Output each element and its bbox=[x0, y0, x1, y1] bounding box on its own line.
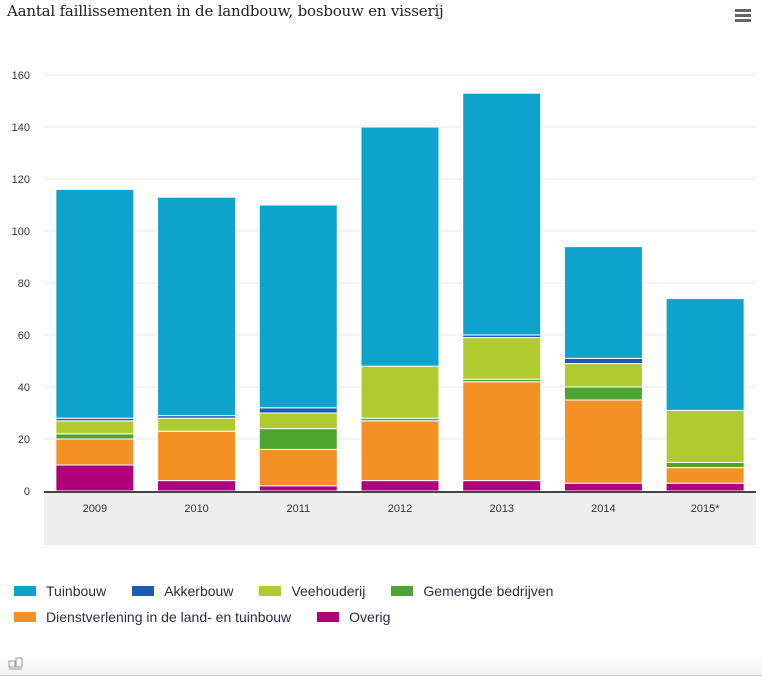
bar-segment-dienstverlening-in-de-land-en-tuinbouw[interactable] bbox=[462, 381, 542, 482]
legend-swatch bbox=[132, 586, 155, 596]
bar-segment-veehouderij[interactable] bbox=[55, 420, 135, 435]
bar-segment-tuinbouw[interactable] bbox=[462, 92, 542, 336]
x-tick-label: 2013 bbox=[489, 503, 513, 515]
x-tick-label: 2012 bbox=[388, 503, 412, 515]
legend-swatch bbox=[14, 586, 36, 596]
bar-segment-overig[interactable] bbox=[258, 485, 338, 492]
x-tick-label: 2010 bbox=[184, 503, 208, 515]
legend-swatch bbox=[259, 586, 282, 596]
legend-row: Dienstverlening in de land- en tuinbouw O… bbox=[14, 604, 714, 630]
y-axis-ticks: 0 20 40 60 80 100 120 140 160 bbox=[12, 70, 30, 498]
bar-segment-gemengde-bedrijven[interactable] bbox=[258, 428, 338, 450]
legend-label: Akkerbouw bbox=[164, 583, 234, 599]
bar-segment-overig[interactable] bbox=[563, 482, 643, 492]
bar-segment-tuinbouw[interactable] bbox=[157, 196, 237, 417]
bar-segment-dienstverlening-in-de-land-en-tuinbouw[interactable] bbox=[157, 430, 237, 482]
legend-item-veehouderij[interactable]: Veehouderij bbox=[259, 583, 365, 599]
bar-segment-gemengde-bedrijven[interactable] bbox=[563, 386, 643, 401]
bar-segment-overig[interactable] bbox=[157, 480, 237, 492]
bar-segment-gemengde-bedrijven[interactable] bbox=[665, 461, 745, 469]
bar-segment-tuinbouw[interactable] bbox=[360, 126, 440, 367]
bars bbox=[55, 92, 745, 492]
y-tick-label: 60 bbox=[18, 330, 30, 342]
y-tick-label: 140 bbox=[12, 122, 30, 134]
bar-stack[interactable] bbox=[55, 188, 135, 492]
y-tick-label: 160 bbox=[12, 70, 30, 82]
bar-segment-tuinbouw[interactable] bbox=[55, 188, 135, 419]
bar-segment-overig[interactable] bbox=[360, 480, 440, 492]
legend-label: Gemengde bedrijven bbox=[423, 583, 554, 599]
bar-segment-dienstverlening-in-de-land-en-tuinbouw[interactable] bbox=[665, 467, 745, 484]
legend-item-dienstverlening-in-de-land-en-tuinbouw[interactable]: Dienstverlening in de land- en tuinbouw bbox=[14, 609, 291, 625]
y-tick-label: 120 bbox=[12, 174, 30, 186]
cbs-logo-icon[interactable] bbox=[8, 656, 24, 672]
bar-segment-akkerbouw[interactable] bbox=[563, 357, 643, 365]
legend-item-gemengde-bedrijven[interactable]: Gemengde bedrijven bbox=[391, 583, 553, 599]
bar-stack[interactable] bbox=[665, 298, 745, 492]
bar-segment-dienstverlening-in-de-land-en-tuinbouw[interactable] bbox=[563, 399, 643, 484]
x-axis-labels: 2009 2010 2011 2012 2013 2014 2015* bbox=[83, 503, 721, 515]
bar-stack[interactable] bbox=[563, 246, 643, 492]
footer bbox=[0, 656, 762, 676]
bar-segment-dienstverlening-in-de-land-en-tuinbouw[interactable] bbox=[55, 438, 135, 466]
x-tick-label: 2009 bbox=[83, 503, 107, 515]
legend-label: Tuinbouw bbox=[46, 583, 107, 599]
bar-segment-veehouderij[interactable] bbox=[563, 363, 643, 388]
y-tick-label: 20 bbox=[18, 434, 30, 446]
x-tick-label: 2014 bbox=[591, 503, 615, 515]
x-axis-band bbox=[44, 493, 756, 545]
bar-segment-tuinbouw[interactable] bbox=[665, 298, 745, 411]
legend-item-overig[interactable]: Overig bbox=[317, 609, 390, 625]
legend-swatch bbox=[391, 586, 414, 596]
bar-segment-overig[interactable] bbox=[55, 464, 135, 492]
x-tick-label: 2015* bbox=[691, 503, 720, 515]
bar-segment-overig[interactable] bbox=[462, 480, 542, 492]
bar-stack[interactable] bbox=[360, 126, 440, 492]
bar-segment-overig[interactable] bbox=[665, 482, 745, 492]
hamburger-menu-icon bbox=[735, 9, 751, 12]
bar-stack[interactable] bbox=[157, 196, 237, 492]
legend-row: Tuinbouw Akkerbouw Veehouderij Gemengde bed… bbox=[14, 578, 714, 604]
legend-item-tuinbouw[interactable]: Tuinbouw bbox=[14, 583, 106, 599]
bar-segment-veehouderij[interactable] bbox=[360, 365, 440, 419]
legend-label: Overig bbox=[349, 609, 391, 625]
bar-segment-veehouderij[interactable] bbox=[157, 417, 237, 432]
legend: Tuinbouw Akkerbouw Veehouderij Gemengde bed… bbox=[14, 578, 714, 630]
x-tick-label: 2011 bbox=[286, 503, 310, 515]
y-tick-label: 40 bbox=[18, 382, 30, 394]
bar-segment-tuinbouw[interactable] bbox=[563, 246, 643, 359]
bar-stack[interactable] bbox=[462, 92, 542, 492]
legend-label: Dienstverlening in de land- en tuinbouw bbox=[46, 609, 292, 625]
bar-segment-akkerbouw[interactable] bbox=[258, 407, 338, 414]
y-tick-label: 80 bbox=[18, 278, 30, 290]
bar-segment-veehouderij[interactable] bbox=[665, 409, 745, 463]
y-tick-label: 0 bbox=[24, 486, 30, 498]
legend-swatch bbox=[317, 612, 340, 622]
legend-label: Veehouderij bbox=[291, 583, 366, 599]
hamburger-menu-icon-line bbox=[735, 19, 751, 22]
bar-stack[interactable] bbox=[258, 204, 338, 492]
bar-segment-gemengde-bedrijven[interactable] bbox=[55, 433, 135, 440]
chart-menu-button[interactable] bbox=[735, 9, 751, 23]
bar-segment-tuinbouw[interactable] bbox=[258, 204, 338, 409]
bar-segment-veehouderij[interactable] bbox=[462, 337, 542, 380]
hamburger-menu-icon-line bbox=[735, 14, 751, 17]
bar-segment-dienstverlening-in-de-land-en-tuinbouw[interactable] bbox=[360, 420, 440, 482]
chart-title: Aantal faillissementen in de landbouw, b… bbox=[7, 2, 444, 20]
legend-item-akkerbouw[interactable]: Akkerbouw bbox=[132, 583, 233, 599]
y-tick-label: 100 bbox=[12, 226, 30, 238]
bar-segment-veehouderij[interactable] bbox=[258, 412, 338, 430]
legend-swatch bbox=[14, 612, 36, 622]
bar-segment-dienstverlening-in-de-land-en-tuinbouw[interactable] bbox=[258, 448, 338, 487]
